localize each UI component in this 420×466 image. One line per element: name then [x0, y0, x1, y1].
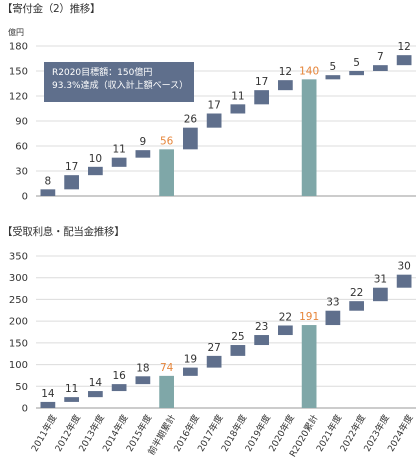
y-tick-label: 0	[22, 192, 28, 203]
cumulative-bar	[159, 375, 174, 408]
data-label: 17	[255, 76, 268, 88]
increment-bar	[396, 55, 412, 66]
increment-bar	[88, 391, 103, 398]
data-label: 5	[330, 61, 337, 73]
data-label: 22	[350, 287, 363, 299]
increment-bar	[373, 65, 388, 71]
data-label: 74	[160, 362, 174, 374]
y-tick-label: 120	[9, 92, 28, 103]
data-label: 12	[397, 41, 410, 53]
y-tick-label: 150	[9, 67, 28, 78]
data-label: 31	[374, 274, 387, 286]
increment-bar	[254, 335, 269, 346]
y-tick-label: 30	[15, 167, 28, 178]
data-label: 27	[207, 342, 220, 354]
data-label: 11	[112, 144, 125, 156]
y-tick-label: 50	[15, 382, 28, 393]
increment-bar	[88, 166, 103, 176]
data-label: 22	[279, 311, 292, 323]
increment-bar	[254, 90, 269, 105]
increment-bar	[373, 287, 388, 302]
increment-bar	[40, 401, 56, 408]
increment-bar	[135, 376, 151, 385]
data-label: 191	[299, 311, 319, 323]
y-tick-label: 90	[15, 117, 28, 128]
data-label: 14	[41, 388, 55, 400]
target-annotation-box: R2020目標額：150億円 93.3%達成（収入計上額ベース）	[44, 62, 194, 102]
y-tick-label: 200	[9, 317, 28, 328]
increment-bar	[325, 310, 341, 326]
data-label: 23	[255, 321, 268, 333]
data-label: 19	[184, 354, 197, 366]
increment-bar	[64, 175, 79, 190]
data-label: 25	[231, 331, 244, 343]
increment-bar	[349, 301, 364, 311]
donations-y-unit: 億円	[8, 28, 24, 37]
data-label: 11	[65, 383, 78, 395]
cumulative-bar	[301, 79, 317, 196]
y-tick-label: 180	[9, 42, 28, 53]
data-label: 30	[397, 261, 410, 273]
data-label: 26	[184, 114, 198, 126]
data-label: 33	[326, 297, 339, 309]
data-label: 8	[45, 175, 52, 187]
increment-bar	[183, 367, 198, 376]
interest-chart-title: 【受取利息・配当金推移】	[2, 226, 125, 238]
increment-bar	[111, 157, 127, 167]
data-label: 5	[353, 57, 360, 69]
increment-bar	[230, 104, 246, 114]
y-tick-label: 0	[22, 404, 28, 415]
data-label: 9	[140, 136, 147, 148]
data-label: 140	[299, 65, 319, 77]
data-label: 7	[377, 51, 384, 63]
increment-bar	[206, 355, 222, 368]
increment-bar	[396, 274, 412, 288]
increment-bar	[206, 113, 222, 128]
data-label: 11	[231, 90, 244, 102]
increment-bar	[40, 189, 56, 196]
increment-bar	[230, 345, 246, 356]
increment-bar	[278, 325, 293, 336]
data-label: 16	[112, 370, 126, 382]
y-tick-label: 300	[9, 273, 28, 284]
data-label: 56	[160, 135, 174, 147]
y-tick-label: 350	[9, 252, 28, 263]
increment-bar	[64, 397, 79, 402]
y-tick-label: 250	[9, 295, 28, 306]
data-label: 17	[65, 161, 78, 173]
y-tick-label: 150	[9, 338, 28, 349]
data-label: 17	[207, 100, 220, 112]
increment-bar	[325, 75, 341, 80]
increment-bar	[278, 80, 293, 91]
data-label: 10	[89, 153, 102, 165]
y-tick-label: 100	[9, 360, 28, 371]
cumulative-bar	[159, 149, 174, 196]
increment-bar	[111, 384, 127, 392]
data-label: 14	[89, 377, 103, 389]
target-annotation-line2: 93.3%達成（収入計上額ベース）	[52, 81, 189, 91]
increment-bar	[135, 150, 151, 158]
cumulative-bar	[301, 325, 317, 408]
y-tick-label: 60	[15, 142, 28, 153]
target-annotation-line1: R2020目標額：150億円	[52, 68, 153, 78]
increment-bar	[183, 127, 198, 150]
data-label: 12	[279, 66, 292, 78]
increment-bar	[349, 71, 364, 76]
data-label: 18	[136, 362, 149, 374]
donations-chart-title: 【寄付金（2）推移】	[2, 3, 101, 15]
